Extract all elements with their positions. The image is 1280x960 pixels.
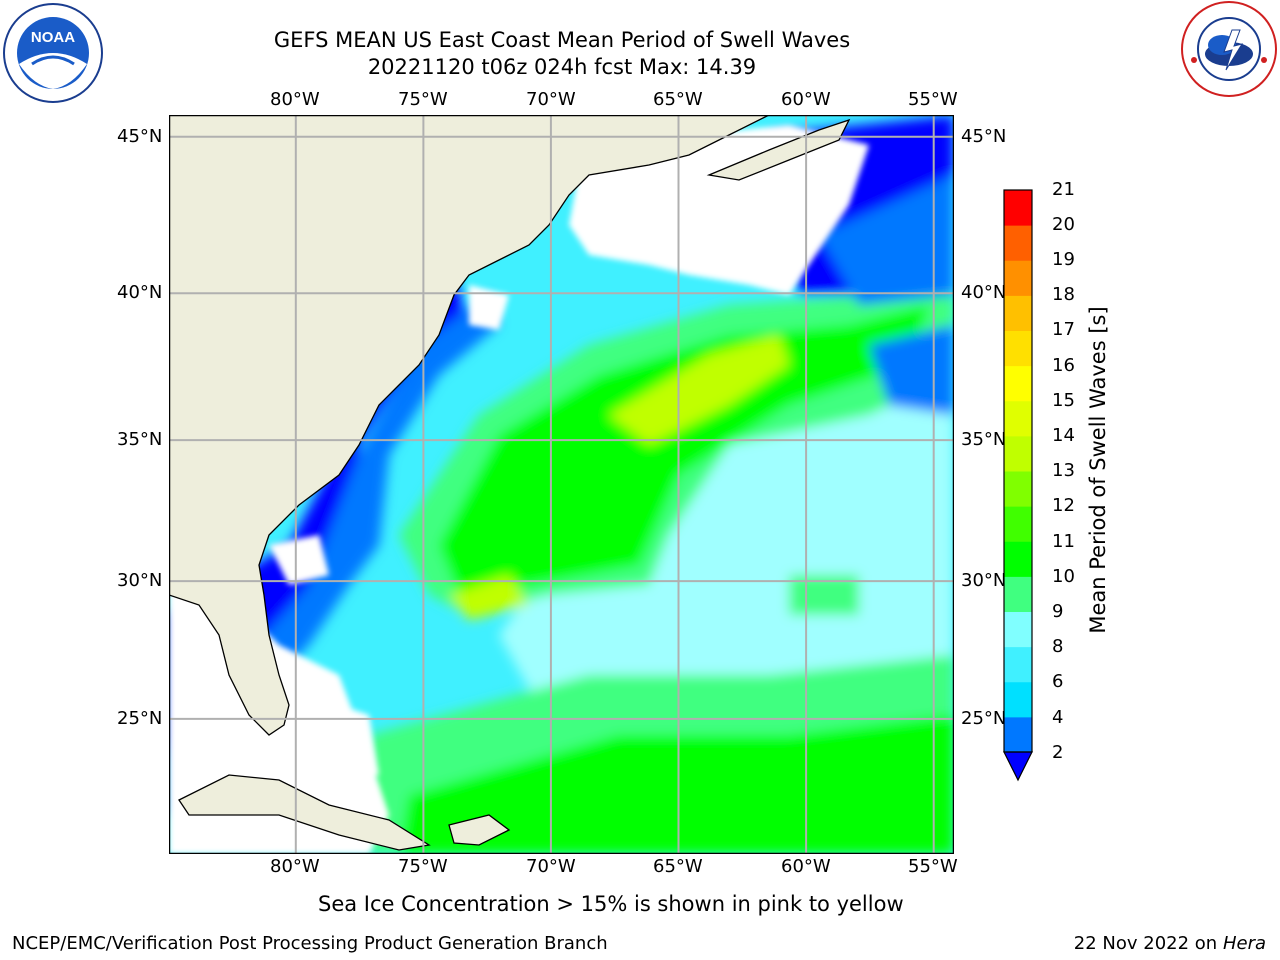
lon-label-top-75: 75°W (398, 89, 448, 110)
lat-label-left-25: 25°N (117, 708, 163, 729)
lat-label-right-45: 45°N (961, 126, 1007, 147)
sea-ice-note: Sea Ice Concentration > 15% is shown in … (318, 892, 904, 916)
colorbar-segment (1004, 260, 1032, 296)
lat-label-left-30: 30°N (117, 570, 163, 591)
lat-label-right-30: 30°N (961, 570, 1007, 591)
footer-credit: NCEP/EMC/Verification Post Processing Pr… (12, 933, 608, 954)
map-frame (169, 115, 954, 854)
nodata-ne-bank (469, 285, 509, 330)
lon-label-top-80: 80°W (270, 89, 320, 110)
colorbar-tick-15: 15 (1052, 390, 1075, 411)
colorbar-tick-17: 17 (1052, 319, 1075, 340)
lat-label-left-45: 45°N (117, 126, 163, 147)
colorbar-segment (1004, 611, 1032, 648)
lat-label-right-25: 25°N (961, 708, 1007, 729)
colorbar-tick-19: 19 (1052, 249, 1075, 270)
colorbar-tick-21: 21 (1052, 179, 1075, 200)
colorbar-tick-20: 20 (1052, 214, 1075, 235)
lon-label-top-60: 60°W (781, 89, 831, 110)
colorbar-label: Mean Period of Swell Waves [s] (1086, 306, 1110, 634)
map-panel (169, 115, 954, 854)
period-11-12-south (399, 715, 954, 854)
chart-subtitle: 20221120 t06z 024h fcst Max: 14.39 (367, 55, 757, 79)
colorbar-frame (1003, 189, 1033, 753)
period-13-14-south-core (449, 575, 529, 620)
colorbar-segment (1004, 506, 1032, 542)
nodata-south-carolina (269, 535, 329, 585)
nodata-gulf-of-maine (569, 125, 869, 295)
land (169, 115, 851, 851)
footer-host: Hera (1222, 933, 1266, 954)
svg-text:NOAA: NOAA (31, 29, 75, 46)
lon-label-bottom-55: 55°W (908, 856, 958, 877)
nova-scotia-land (706, 118, 851, 181)
colorbar-tick-14: 14 (1052, 425, 1075, 446)
lon-label-bottom-80: 80°W (270, 856, 320, 877)
nws-logo (1180, 0, 1278, 98)
cuba-land (178, 774, 431, 851)
colorbar-segment (1004, 681, 1032, 718)
colorbar-segment (1004, 330, 1032, 367)
lat-label-left-40: 40°N (117, 282, 163, 303)
colorbar-segment (1004, 225, 1032, 261)
colorbar-segment (1004, 400, 1032, 437)
lon-label-bottom-60: 60°W (781, 856, 831, 877)
lon-label-bottom-65: 65°W (653, 856, 703, 877)
lon-label-top-70: 70°W (526, 89, 576, 110)
chart-title: GEFS MEAN US East Coast Mean Period of S… (273, 28, 851, 52)
colorbar-segment (1004, 716, 1032, 753)
colorbar-tick-2: 2 (1052, 742, 1064, 763)
colorbar-tick-4: 4 (1052, 707, 1064, 728)
colorbar-tick-9: 9 (1052, 601, 1064, 622)
footer-date-text: 22 Nov 2022 on (1073, 933, 1218, 954)
colorbar-segment (1004, 471, 1032, 507)
colorbar-tick-11: 11 (1052, 531, 1075, 552)
north-america-land (169, 115, 770, 736)
noaa-logo: NOAA (2, 2, 104, 104)
lat-label-left-35: 35°N (117, 429, 163, 450)
colorbar-segment (1004, 576, 1032, 612)
colorbar-tick-16: 16 (1052, 355, 1075, 376)
lon-label-top-65: 65°W (653, 89, 703, 110)
colorbar (1003, 189, 1033, 782)
nodata-bahamas (339, 705, 379, 775)
colorbar-tick-18: 18 (1052, 284, 1075, 305)
lat-label-right-40: 40°N (961, 282, 1007, 303)
lat-label-right-35: 35°N (961, 429, 1007, 450)
colorbar-segment (1004, 295, 1032, 331)
colorbar-extend-triangle (1003, 751, 1033, 782)
lon-label-bottom-75: 75°W (398, 856, 448, 877)
colorbar-segment (1004, 541, 1032, 577)
colorbar-segment (1004, 365, 1032, 402)
footer-date: 22 Nov 2022 on Hera (1074, 933, 1266, 954)
colorbar-tick-12: 12 (1052, 495, 1075, 516)
colorbar-segment (1004, 190, 1032, 226)
colorbar-segment (1004, 646, 1032, 683)
colorbar-tick-10: 10 (1052, 566, 1075, 587)
colorbar-tick-13: 13 (1052, 460, 1075, 481)
colorbar-tick-8: 8 (1052, 636, 1064, 657)
period-13-14-core (609, 335, 789, 445)
colorbar-segment (1004, 435, 1032, 472)
hispaniola-land (448, 814, 511, 846)
period-4-6-northeast (819, 175, 954, 305)
colorbar-tick-6: 6 (1052, 671, 1064, 692)
lon-label-bottom-70: 70°W (526, 856, 576, 877)
lon-label-top-55: 55°W (908, 89, 958, 110)
